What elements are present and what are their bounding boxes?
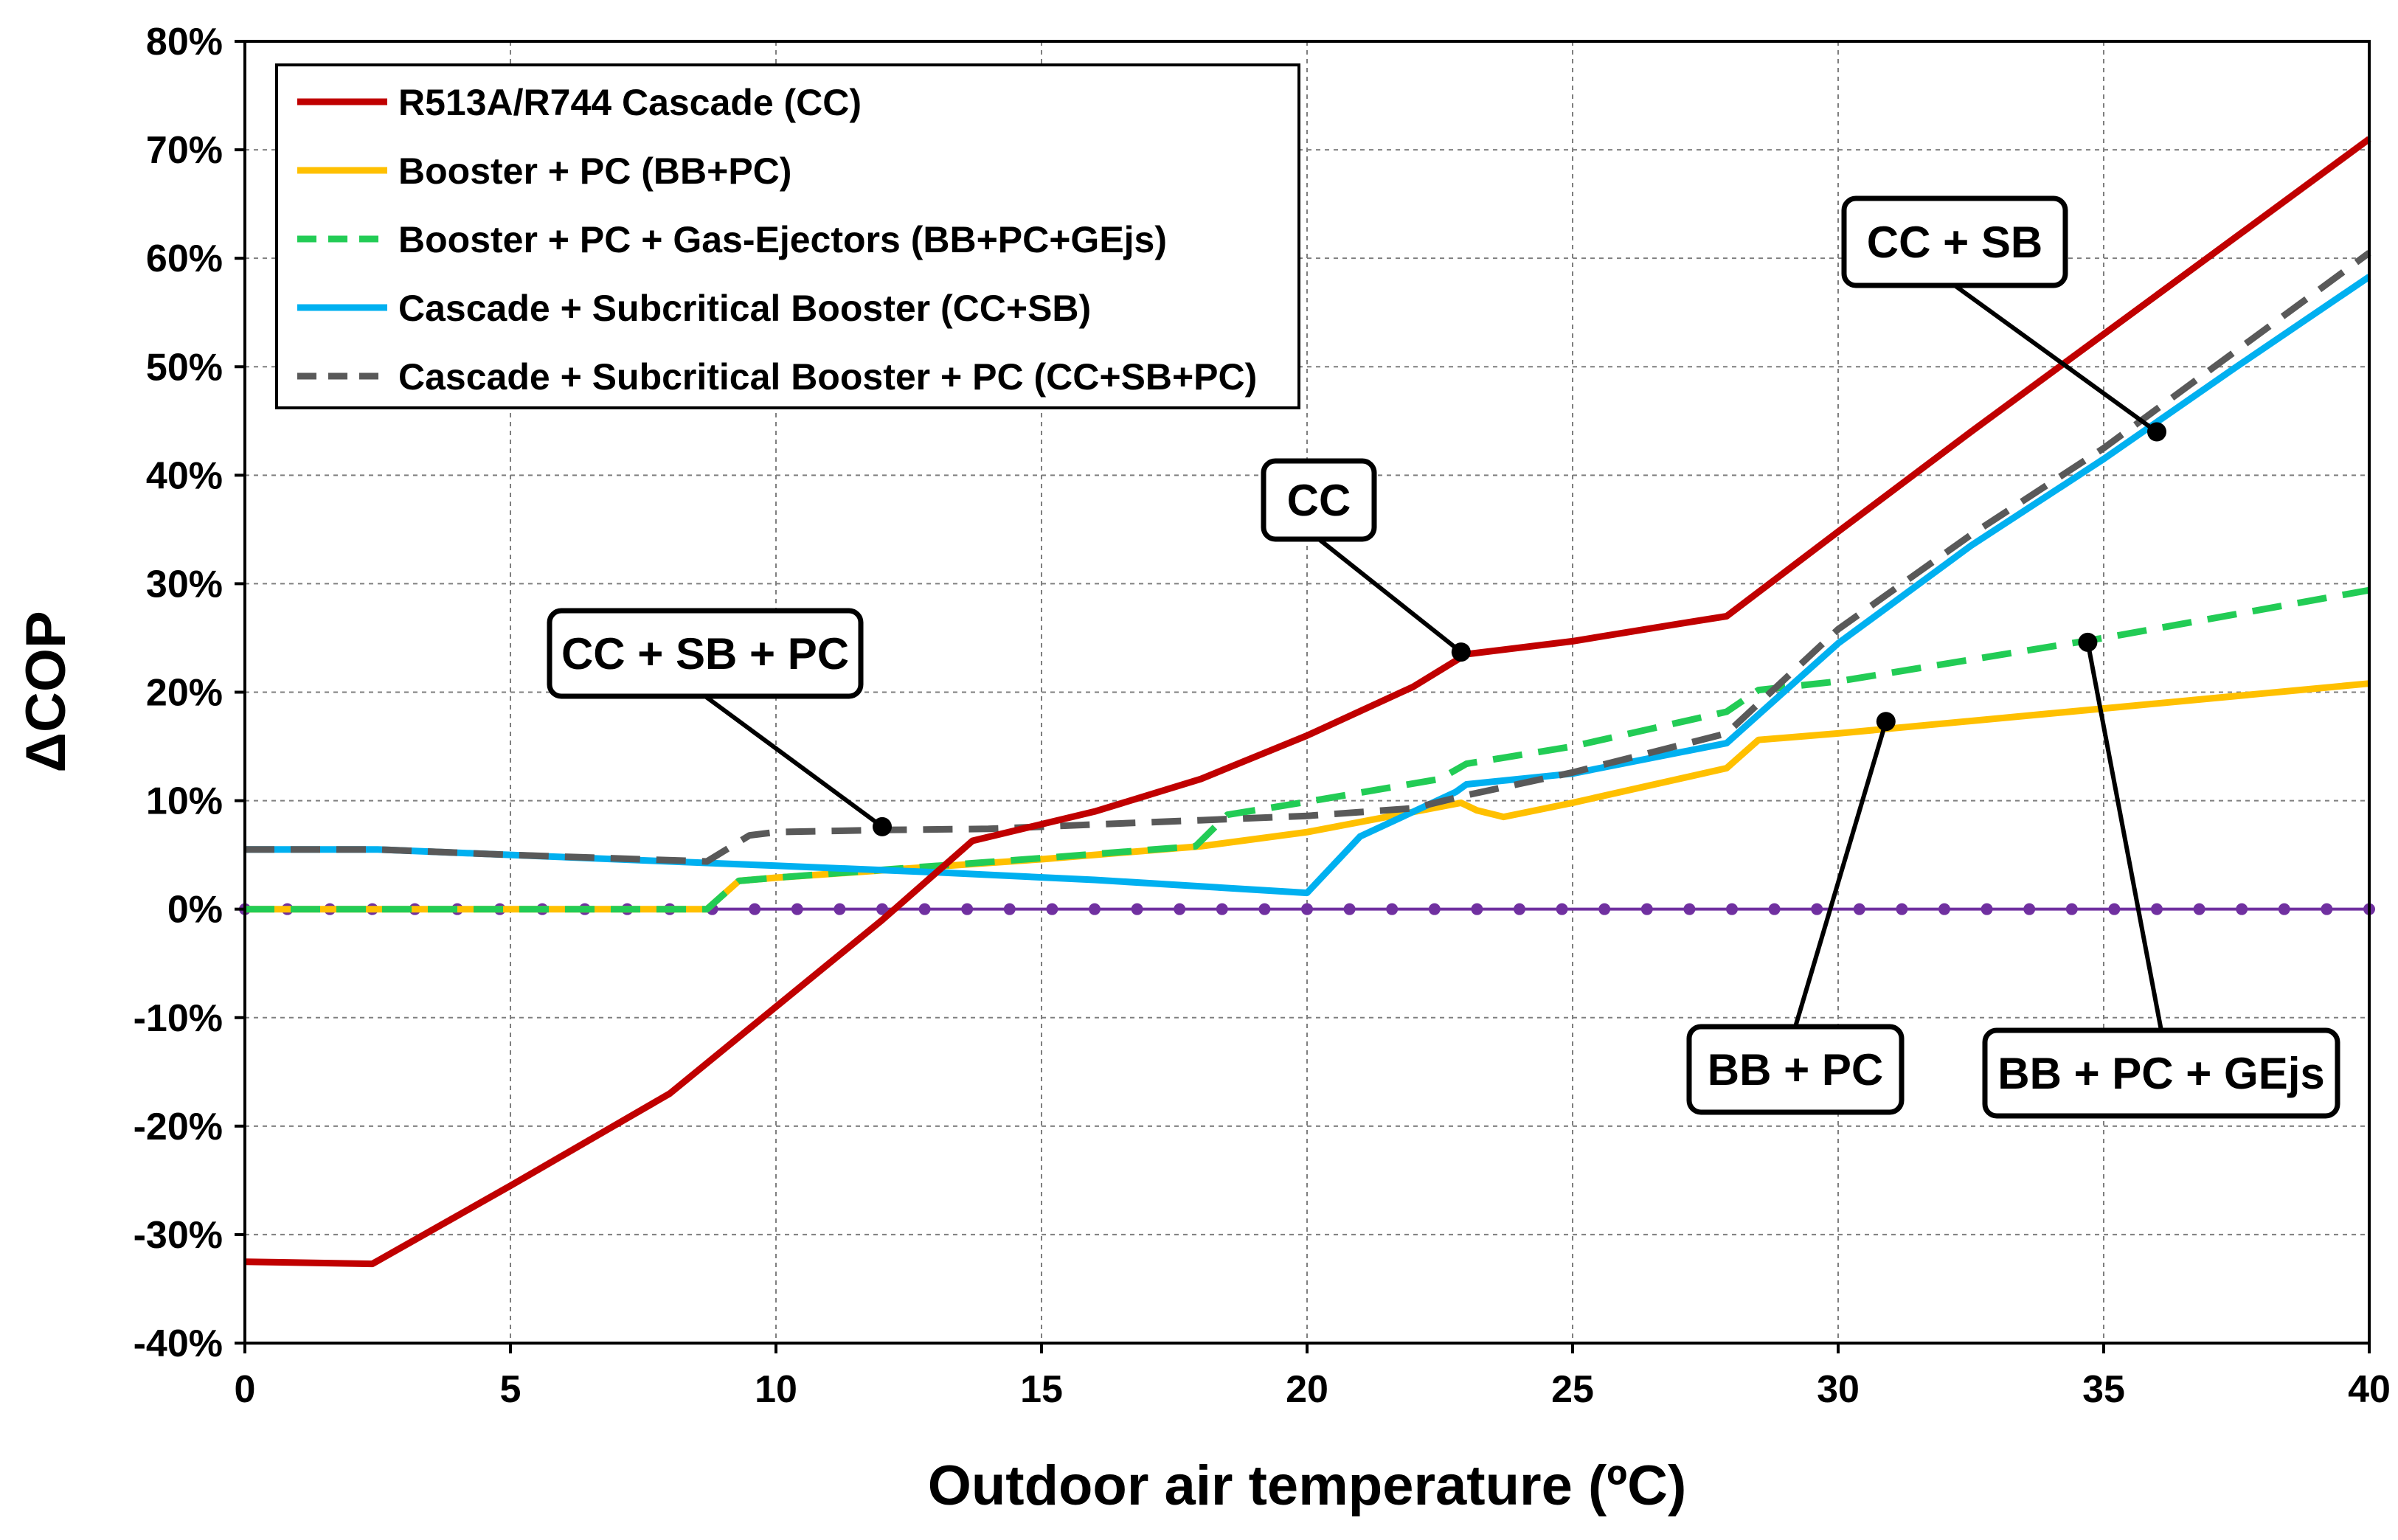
y-tick-label: -20% [134,1106,223,1148]
reference-point [961,903,974,915]
y-tick-label: -40% [134,1322,223,1365]
callouts: CC CC + SB CC + SB + PC BB + PC BB + PC + GE… [547,195,2340,1119]
y-tick-label: 0% [167,889,223,932]
reference-point [918,903,931,915]
y-tick-label: 30% [146,563,223,606]
series-line-2 [245,586,2370,913]
reference-point [1981,903,1993,915]
callout-leader [1793,721,1888,1027]
reference-point [2321,903,2333,915]
callout-point [1876,712,1896,732]
callout-point [2078,632,2098,652]
reference-point [1046,903,1058,915]
reference-point [2236,903,2248,915]
y-tick-label: 20% [146,672,223,715]
x-tick-label: 25 [1551,1368,1594,1411]
reference-point [1811,903,1823,915]
x-tick-label: 35 [2082,1368,2125,1411]
legend-entry: R513A/R744 Cascade (CC) [398,82,862,123]
legend: R513A/R744 Cascade (CC) Booster + PC (BB+… [275,63,1300,409]
x-tick-label: 0 [235,1368,256,1411]
callout-leader [1317,537,1463,654]
reference-point [2278,903,2290,915]
reference-point [2193,903,2205,915]
y-tick-label: 50% [146,346,223,389]
callout-point [873,816,892,836]
callout-box [1261,458,1377,542]
reference-point [2151,903,2163,915]
legend-box [275,63,1300,409]
callout-box [1982,1027,2340,1119]
reference-point [1938,903,1950,915]
reference-point [2023,903,2036,915]
callout-label: BB + PC [1708,1045,1883,1095]
y-tick-label: -30% [134,1214,223,1257]
reference-point [1003,903,1016,915]
callout-box [547,608,864,699]
callout-label: CC + SB [1867,218,2042,267]
callout-point [2147,422,2166,442]
reference-point [1768,903,1781,915]
callout-box [1686,1024,1905,1115]
x-tick-label: 5 [500,1368,521,1411]
legend-entry: Booster + PC + Gas-Ejectors (BB+PC+GEjs) [398,219,1167,260]
reference-point [1428,903,1441,915]
x-tick-label: 30 [1817,1368,1860,1411]
y-tick-label: 40% [146,454,223,497]
x-tick-label: 15 [1020,1368,1063,1411]
reference-point [1471,903,1483,915]
series-line-0 [244,136,2371,1268]
y-tick-label: 80% [146,21,223,63]
reference-point [1089,903,1101,915]
reference-point [1853,903,1865,915]
series-line-4 [245,250,2371,865]
callout-leader [1953,283,2158,434]
reference-point [834,903,846,915]
reference-point [2108,903,2121,915]
callout-point [1451,642,1471,662]
reference-point [749,903,761,915]
reference-point [1386,903,1399,915]
y-tick-label: 60% [146,237,223,280]
reference-point [876,903,888,915]
y-axis-ticks: -40% -30% -20% -10% 0% 10% 20% 30% 40% 50% 60% 70% 8… [134,21,245,1365]
reference-point [1131,903,1143,915]
y-axis-title: ΔCOP [15,611,77,772]
reference-point [1896,903,1908,915]
callout-label: CC + SB + PC [561,629,849,679]
reference-point [1343,903,1356,915]
callout-leader [2085,642,2163,1031]
legend-entry: Cascade + Subcritical Booster (CC+SB) [398,288,1091,329]
reference-point [1640,903,1653,915]
x-axis-ticks: 0 5 10 15 20 25 30 35 40 [235,1343,2391,1411]
reference-point [1216,903,1228,915]
series-layer [239,136,2375,1268]
series-line-3 [245,274,2371,897]
reference-point [1556,903,1568,915]
reference-point [1683,903,1696,915]
x-tick-label: 10 [755,1368,797,1411]
x-tick-label: 20 [1286,1368,1328,1411]
reference-point [791,903,803,915]
reference-point [1301,903,1313,915]
reference-point [1174,903,1186,915]
y-tick-label: 70% [146,129,223,172]
reference-point [2065,903,2078,915]
legend-entry: Cascade + Subcritical Booster + PC (CC+S… [398,356,1257,398]
x-tick-label: 40 [2348,1368,2391,1411]
reference-point [1598,903,1611,915]
x-axis-title: Outdoor air temperature (ºC) [928,1454,1687,1517]
reference-point [1258,903,1271,915]
legend-entry: Booster + PC (BB+PC) [398,150,791,192]
callout-label: CC [1287,476,1351,525]
callout-leader [704,694,884,829]
reference-point [1514,903,1525,915]
y-tick-label: 10% [146,780,223,823]
reference-point [1726,903,1738,915]
callout-box [1841,195,2068,288]
callout-label: BB + PC + GEjs [1997,1049,2325,1098]
y-tick-label: -10% [134,997,223,1040]
